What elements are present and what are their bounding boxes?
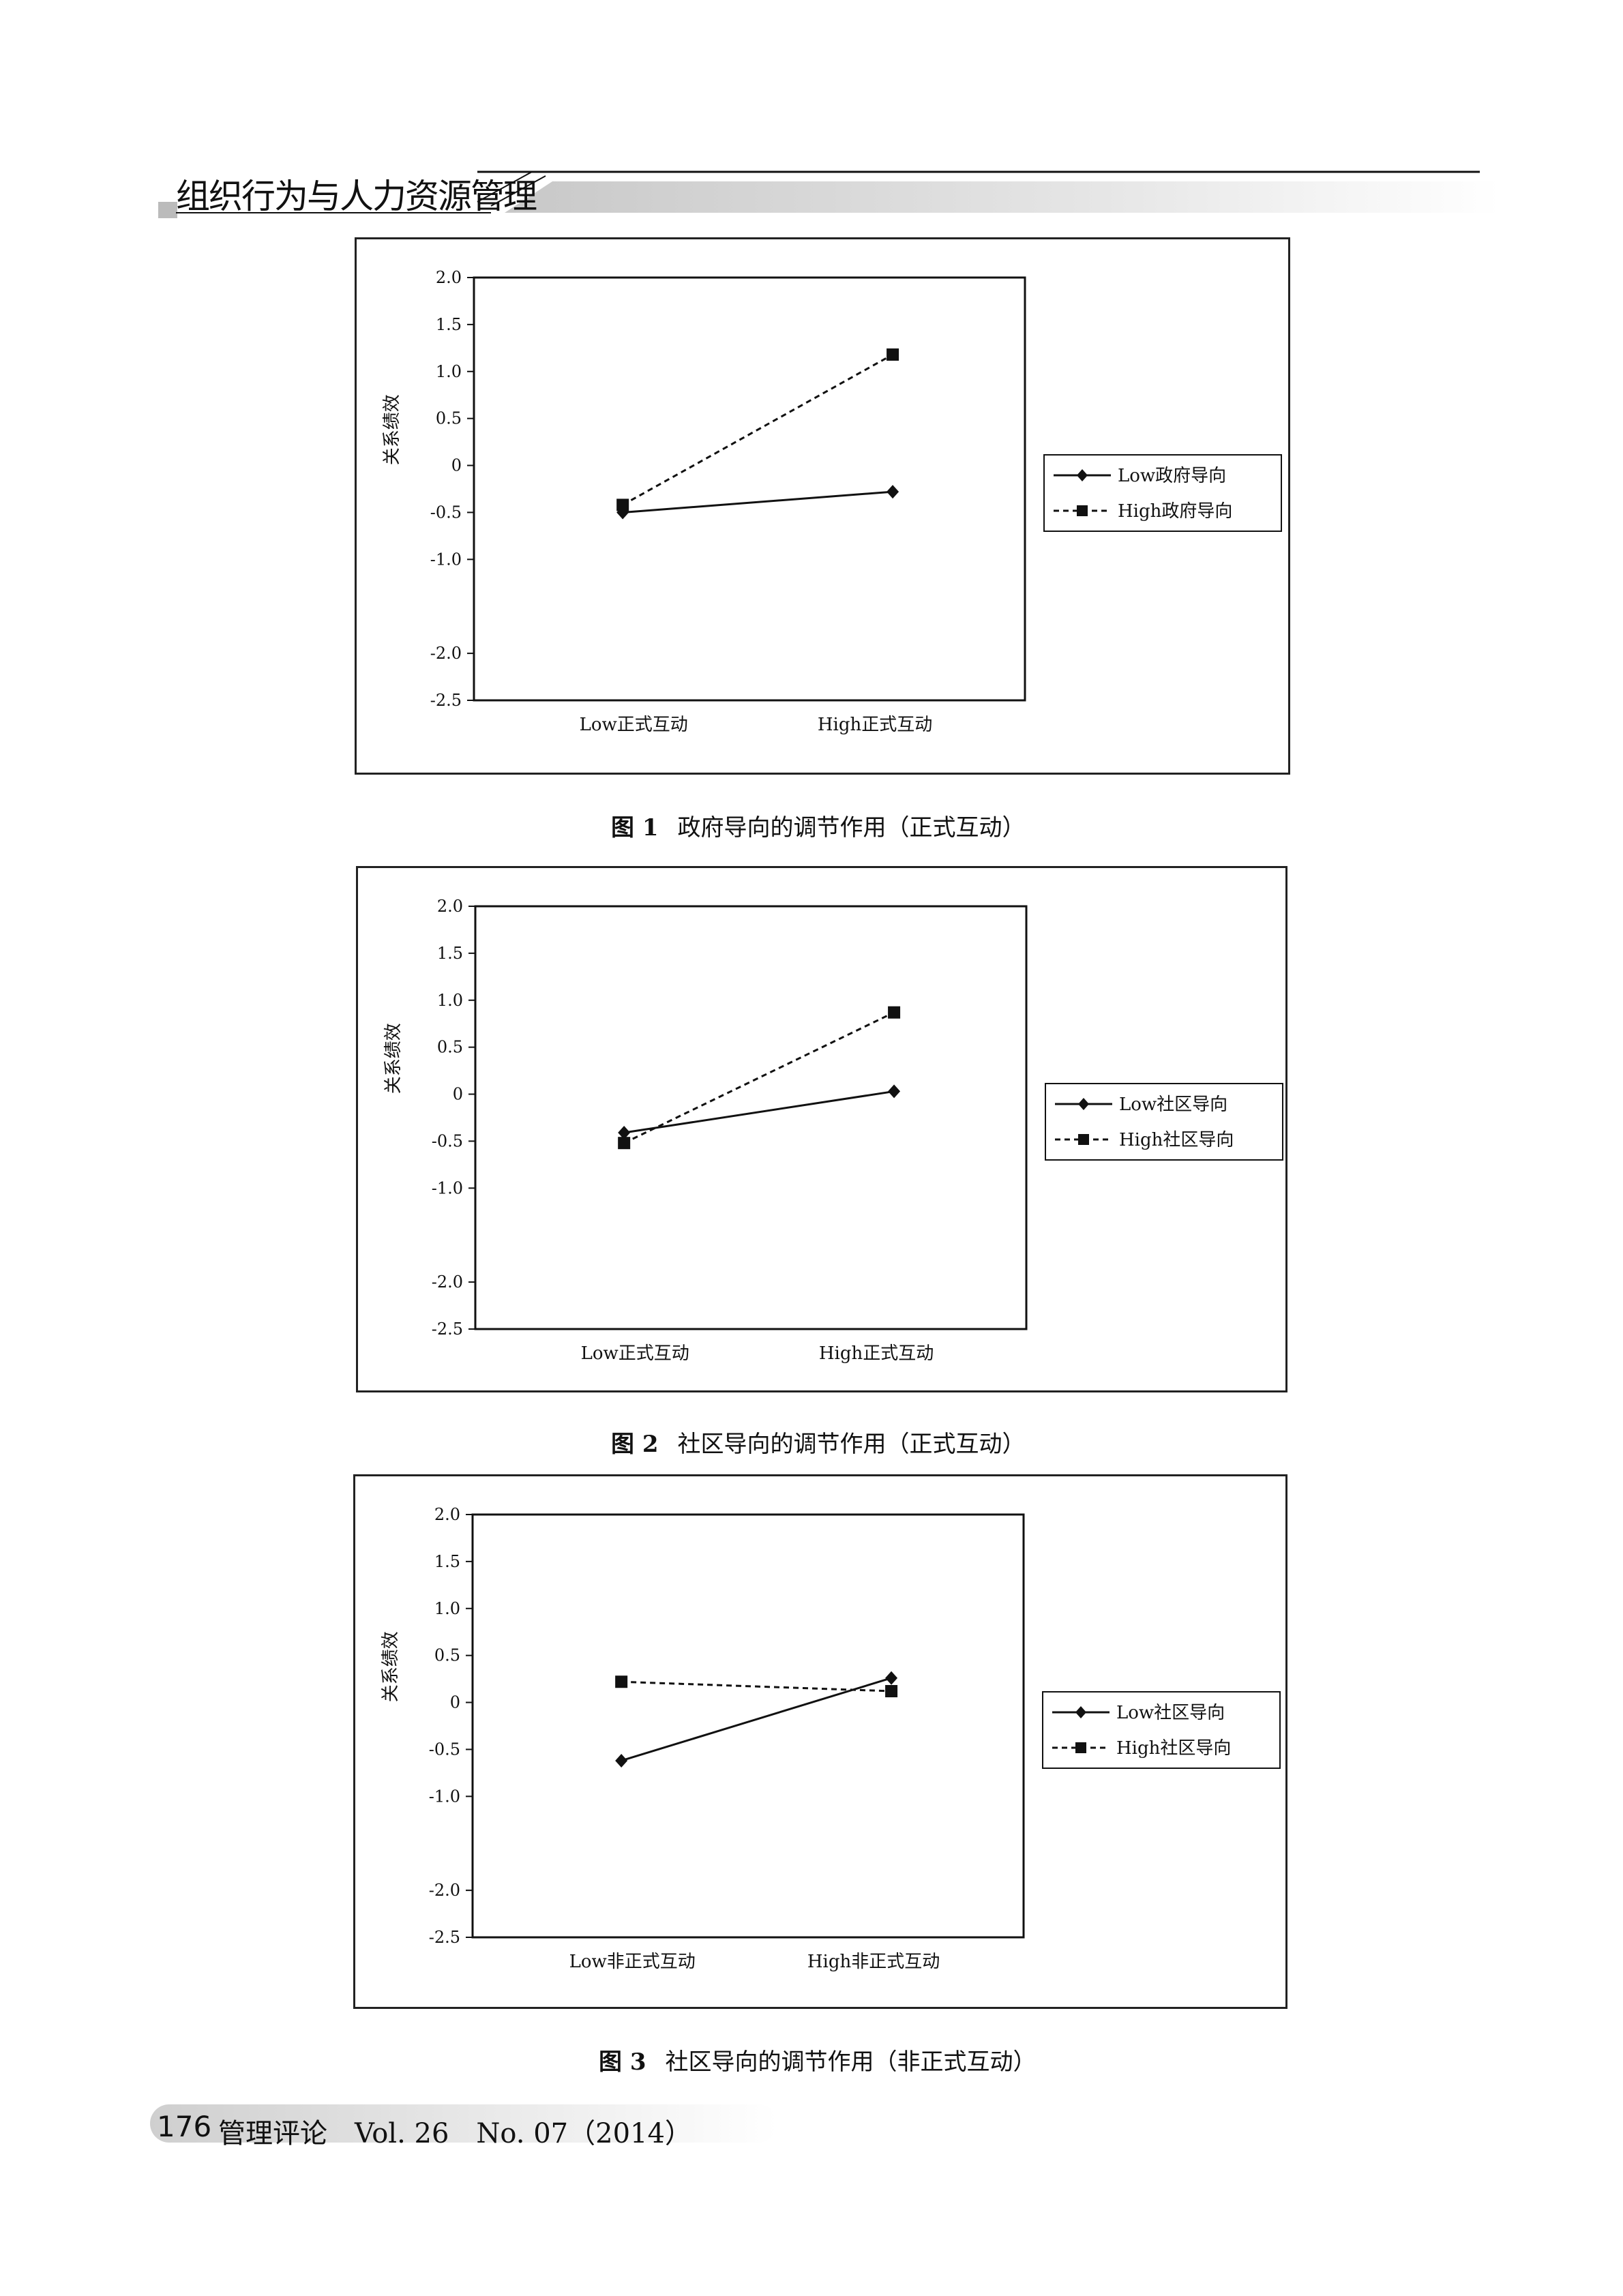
figure-number: 图 1 bbox=[611, 814, 659, 841]
y-tick-label: 1.0 bbox=[437, 991, 463, 1010]
x-category-label: High非正式互动 bbox=[807, 1952, 940, 1972]
figure-caption-text: 政府导向的调节作用（正式互动） bbox=[677, 814, 1026, 841]
chart-2-frame: 2.0 1.5 1.0 0.5 0 -0.5 -1.0 -2.0 -2.5 关系绩效 Low正式互动… bbox=[356, 866, 1287, 1392]
chart-1-frame: 2.0 1.5 1.0 0.5 0 -0.5 -1.0 -2.0 -2.5 关系绩效 Low正式互动… bbox=[355, 237, 1290, 775]
figure-2-caption: 图 2 社区导向的调节作用（正式互动） bbox=[611, 1425, 1026, 1459]
figure-caption-text: 社区导向的调节作用（非正式互动） bbox=[665, 2048, 1037, 2076]
y-axis-label: 关系绩效 bbox=[383, 1023, 404, 1094]
legend-marker-diamond bbox=[1078, 1098, 1089, 1110]
y-tick-label: -2.0 bbox=[430, 644, 462, 663]
page-header: 组织行为与人力资源管理 bbox=[0, 0, 1623, 232]
footer-decoration bbox=[150, 2104, 777, 2143]
legend-box bbox=[1042, 1691, 1281, 1769]
y-tick-label: 0.5 bbox=[434, 1646, 460, 1665]
data-point-square bbox=[885, 1685, 898, 1698]
y-tick-label: 2.0 bbox=[436, 268, 462, 287]
y-tick-label: 1.5 bbox=[436, 315, 462, 334]
y-axis-label: 关系绩效 bbox=[381, 1631, 401, 1702]
y-tick-label: 1.0 bbox=[436, 362, 462, 381]
journal-issue: No. 07（2014） bbox=[476, 2118, 692, 2149]
y-tick-label: -0.5 bbox=[432, 1131, 463, 1150]
header-decoration bbox=[158, 170, 1500, 218]
series-line bbox=[623, 490, 893, 513]
y-tick-label: 1.0 bbox=[434, 1599, 460, 1618]
legend-marker-diamond bbox=[1077, 469, 1088, 481]
y-tick-label: -0.5 bbox=[429, 1740, 460, 1759]
series-line bbox=[622, 353, 893, 506]
series-line bbox=[621, 1680, 892, 1693]
y-axis-label: 关系绩效 bbox=[382, 394, 402, 465]
page-footer bbox=[0, 2100, 1623, 2155]
legend-marker-square bbox=[1075, 1742, 1086, 1753]
figure-number: 图 3 bbox=[599, 2048, 646, 2076]
data-point-square bbox=[615, 1675, 628, 1688]
data-point-square bbox=[888, 1006, 901, 1019]
data-point-diamond bbox=[887, 485, 899, 499]
page-number: 176 bbox=[157, 2110, 212, 2143]
x-category-label: High正式互动 bbox=[818, 715, 932, 735]
legend-marker-square bbox=[1078, 1134, 1089, 1145]
y-tick-label: -2.0 bbox=[429, 1881, 460, 1900]
x-category-label: Low正式互动 bbox=[580, 715, 688, 735]
y-tick-label: 2.0 bbox=[437, 897, 463, 916]
chart-3-frame: 2.0 1.5 1.0 0.5 0 -0.5 -1.0 -2.0 -2.5 关系绩效 Low非正式互… bbox=[353, 1474, 1287, 2009]
legend-label: High社区导向 bbox=[1119, 1130, 1234, 1150]
legend-label: High政府导向 bbox=[1118, 501, 1232, 522]
data-point-square bbox=[616, 498, 629, 511]
legend-label: Low社区导向 bbox=[1116, 1703, 1225, 1723]
journal-name: 管理评论 bbox=[218, 2118, 327, 2149]
x-category-label: Low正式互动 bbox=[581, 1343, 689, 1364]
section-title: 组织行为与人力资源管理 bbox=[176, 177, 537, 216]
y-tick-label: 0 bbox=[451, 456, 462, 475]
data-point-diamond bbox=[885, 1671, 898, 1685]
y-tick-label: -0.5 bbox=[430, 503, 462, 522]
y-tick-label: -1.0 bbox=[430, 550, 462, 569]
y-tick-label: 0 bbox=[453, 1085, 463, 1104]
y-tick-label: -1.0 bbox=[429, 1787, 460, 1806]
series-line bbox=[621, 1677, 892, 1762]
journal-info: 管理评论 Vol. 26 No. 07（2014） bbox=[218, 2111, 692, 2151]
y-tick-label: -2.5 bbox=[432, 1320, 463, 1339]
data-point-square bbox=[887, 348, 899, 361]
legend-label: High社区导向 bbox=[1116, 1738, 1231, 1759]
y-tick-label: 1.5 bbox=[437, 944, 463, 963]
legend-label: Low政府导向 bbox=[1118, 466, 1226, 486]
journal-volume: Vol. 26 bbox=[355, 2118, 449, 2149]
chart-2: 2.0 1.5 1.0 0.5 0 -0.5 -1.0 -2.0 -2.5 关系绩效 Low正式互动… bbox=[383, 897, 1283, 1364]
y-tick-label: 0.5 bbox=[437, 1038, 463, 1057]
data-point-diamond bbox=[615, 1753, 628, 1768]
legend-box bbox=[1043, 454, 1282, 532]
figure-caption-text: 社区导向的调节作用（正式互动） bbox=[677, 1431, 1026, 1458]
chart-1: 2.0 1.5 1.0 0.5 0 -0.5 -1.0 -2.0 -2.5 关系绩效 Low正式互动… bbox=[382, 268, 1282, 735]
series-line bbox=[623, 1011, 895, 1144]
x-category-label: Low非正式互动 bbox=[569, 1952, 696, 1972]
plot-area bbox=[473, 276, 1026, 702]
data-point-diamond bbox=[618, 1126, 631, 1140]
plot-area bbox=[471, 1513, 1025, 1939]
legend-box bbox=[1045, 1083, 1283, 1161]
data-point-diamond bbox=[888, 1084, 901, 1099]
figure-1-caption: 图 1 政府导向的调节作用（正式互动） bbox=[611, 809, 1026, 842]
y-tick-label: 0.5 bbox=[436, 409, 462, 428]
y-tick-label: 1.5 bbox=[434, 1552, 460, 1571]
series-line bbox=[623, 1090, 895, 1134]
y-tick-label: -2.5 bbox=[429, 1928, 460, 1947]
y-tick-label: -1.0 bbox=[432, 1178, 463, 1197]
data-point-square bbox=[618, 1137, 631, 1150]
legend-marker-diamond bbox=[1075, 1706, 1086, 1718]
plot-area bbox=[474, 905, 1028, 1330]
legend-marker-square bbox=[1077, 505, 1088, 516]
y-tick-label: 0 bbox=[450, 1693, 460, 1712]
y-tick-label: -2.0 bbox=[432, 1272, 463, 1292]
figure-number: 图 2 bbox=[611, 1431, 659, 1458]
y-tick-label: -2.5 bbox=[430, 691, 462, 710]
chart-3: 2.0 1.5 1.0 0.5 0 -0.5 -1.0 -2.0 -2.5 关系绩效 Low非正式互… bbox=[381, 1505, 1281, 1972]
y-tick-label: 2.0 bbox=[434, 1505, 460, 1524]
figure-3-caption: 图 3 社区导向的调节作用（非正式互动） bbox=[599, 2043, 1037, 2076]
x-category-label: High正式互动 bbox=[819, 1343, 934, 1364]
legend-label: Low社区导向 bbox=[1119, 1094, 1227, 1115]
